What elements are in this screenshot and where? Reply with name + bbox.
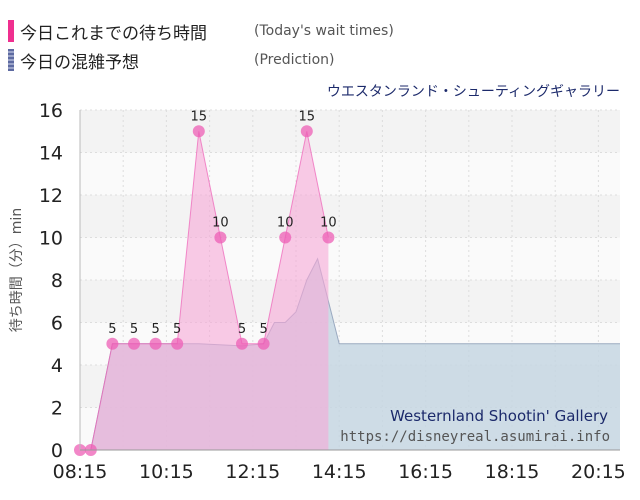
- actual-point: [192, 125, 205, 138]
- data-label: 10: [277, 216, 294, 231]
- plot-band: [80, 110, 620, 153]
- legend-prediction-swatch: [8, 49, 14, 71]
- y-tick-label: 2: [51, 398, 63, 420]
- y-tick-label: 10: [39, 228, 63, 250]
- y-tick-label: 6: [51, 313, 63, 335]
- x-tick-label: 16:15: [398, 461, 453, 483]
- y-tick-label: 4: [51, 355, 63, 377]
- plot-band: [80, 152, 620, 195]
- y-tick-label: 8: [51, 270, 63, 292]
- legend-prediction-en: (Prediction): [254, 52, 335, 68]
- y-tick-label: 14: [39, 143, 63, 165]
- data-label: 5: [151, 322, 159, 337]
- actual-point: [171, 337, 184, 350]
- x-tick-label: 20:15: [571, 461, 626, 483]
- x-tick-label: 10:15: [139, 461, 194, 483]
- x-tick-label: 12:15: [225, 461, 280, 483]
- legend-prediction-jp: 今日の混雑予想: [20, 52, 139, 73]
- ride-title: ウエスタンランド・シューティングギャラリー: [326, 84, 620, 100]
- data-label: 15: [191, 109, 208, 124]
- actual-point: [279, 231, 292, 244]
- data-label: 5: [173, 322, 181, 337]
- y-tick-label: 16: [39, 100, 63, 122]
- y-tick-label: 0: [51, 440, 63, 462]
- plot-band: [80, 237, 620, 280]
- plot-band: [80, 195, 620, 238]
- data-label: 15: [299, 109, 316, 124]
- data-label: 5: [108, 322, 116, 337]
- data-label: 5: [130, 322, 138, 337]
- data-label: 5: [238, 322, 246, 337]
- watermark-url: https://disneyreal.asumirai.info: [340, 429, 610, 445]
- x-tick-label: 18:15: [485, 461, 540, 483]
- actual-point: [300, 125, 313, 138]
- y-tick-label: 12: [39, 185, 63, 207]
- data-label: 5: [259, 322, 267, 337]
- x-tick-label: 08:15: [53, 461, 108, 483]
- actual-area: [80, 131, 329, 450]
- y-axis-title: 待ち時間（分）min: [9, 208, 25, 332]
- actual-point: [214, 231, 227, 244]
- actual-point: [322, 231, 335, 244]
- legend-actual-jp: 今日これまでの待ち時間: [20, 23, 207, 44]
- actual-point: [106, 337, 119, 350]
- legend-prediction: 今日の混雑予想 (Prediction): [8, 47, 334, 73]
- watermark-name: Westernland Shootin' Gallery: [390, 407, 608, 425]
- actual-point: [236, 337, 248, 350]
- actual-point: [128, 337, 140, 350]
- data-label: 10: [320, 216, 337, 231]
- actual-point: [149, 337, 162, 350]
- legend-actual: 今日これまでの待ち時間 (Today's wait times): [8, 18, 394, 44]
- legend-actual-swatch: [8, 20, 14, 42]
- plot-band: [80, 280, 620, 323]
- legend-actual-en: (Today's wait times): [254, 23, 394, 39]
- x-tick-label: 14:15: [312, 461, 367, 483]
- actual-point: [257, 337, 270, 350]
- data-label: 10: [212, 216, 229, 231]
